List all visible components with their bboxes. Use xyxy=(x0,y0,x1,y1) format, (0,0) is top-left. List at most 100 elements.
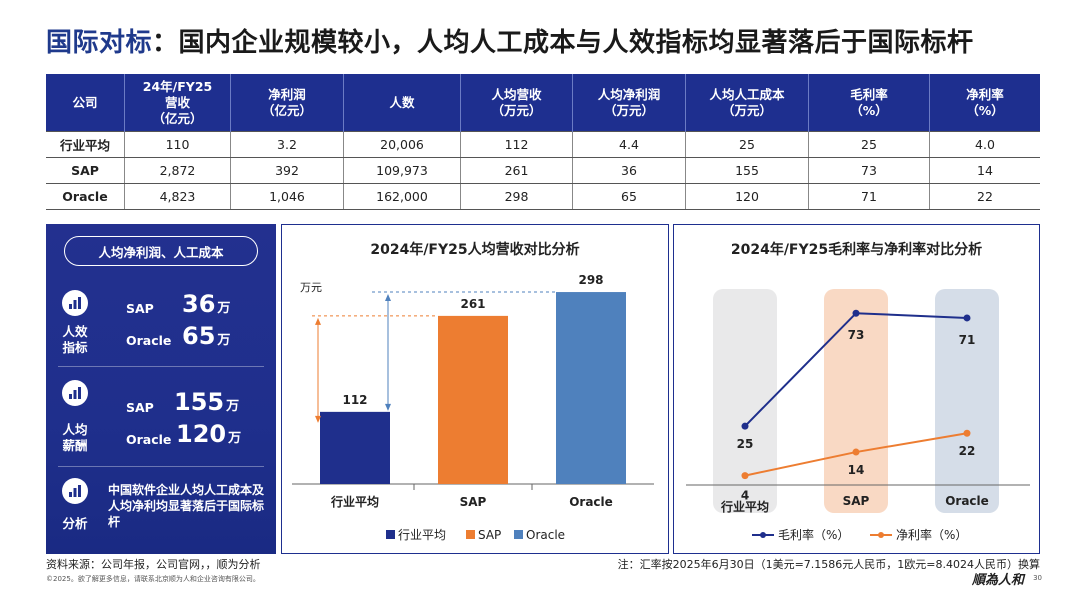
data-label: 4 xyxy=(741,489,749,503)
table-cell: 20,006 xyxy=(343,131,461,158)
data-point xyxy=(963,429,971,437)
company-logo: 順為人和 xyxy=(971,573,1024,588)
page-number: 30 xyxy=(1033,574,1042,582)
company-label: Oracle xyxy=(126,432,172,447)
row-label: 行业平均 xyxy=(46,131,125,158)
arrow-head xyxy=(385,403,391,411)
table-cell: 3.2 xyxy=(230,131,344,158)
table-cell: 65 xyxy=(572,183,686,210)
bar-chart-icon xyxy=(62,478,88,504)
divider xyxy=(58,466,264,467)
table-cell: 110 xyxy=(124,131,231,158)
header-cell: 人均营收 （万元） xyxy=(460,74,573,132)
section-label-analysis: 分析 xyxy=(62,516,88,531)
data-point xyxy=(963,314,971,322)
table-header-row: 公司 24年/FY25 营收 （亿元） 净利润 （亿元） 人数 人均营收 （万元） 人均… xyxy=(46,74,1040,132)
company-label: Oracle xyxy=(126,333,172,348)
header-cell: 人数 xyxy=(343,74,461,132)
legend-label: 毛利率（%） xyxy=(778,527,849,542)
bar-chart-icon xyxy=(62,380,88,406)
header-cell: 净利润 （亿元） xyxy=(230,74,344,132)
tick-label: 行业平均 xyxy=(330,494,379,509)
table-cell: 1,046 xyxy=(230,183,344,210)
data-label: 112 xyxy=(342,393,367,407)
margin-line-chart: 行业平均 SAP Oracle 25 73 71 4 14 22 毛利率（%） 净利率（%） xyxy=(686,289,1030,542)
fx-note: 注：汇率按2025年6月30日（1美元=7.1586元人民币，1欧元=8.402… xyxy=(617,558,1040,571)
title-highlight: 国际对标 xyxy=(46,28,153,58)
title-rest: ：国内企业规模较小，人均人工成本与人效指标均显著落后于国际标杆 xyxy=(152,28,974,58)
legend-swatch xyxy=(466,530,475,539)
left-summary-panel: 人均净利润、人工成本 人效 指标 SAP 36 万 Oracle 65 万 人均 薪酬 … xyxy=(46,224,276,554)
section-label-efficiency: 人效 指标 xyxy=(62,324,88,355)
table-row: 行业平均 110 3.2 20,006 112 4.4 25 25 4.0 xyxy=(46,131,1040,158)
bar xyxy=(438,315,508,484)
tick-label: SAP xyxy=(843,494,870,508)
table-cell: 25 xyxy=(685,131,809,158)
arrow-head xyxy=(315,317,321,325)
chart-title: 2024年/FY25人均营收对比分析 xyxy=(370,242,580,258)
table-cell: 2,872 xyxy=(124,157,231,184)
table-cell: 392 xyxy=(230,157,344,184)
divider xyxy=(58,366,264,367)
legend-label: Oracle xyxy=(526,528,565,542)
data-point xyxy=(852,448,860,456)
header-cell: 人均净利润 （万元） xyxy=(572,74,686,132)
tick-label: Oracle xyxy=(945,494,989,508)
bar-chart-icon xyxy=(62,290,88,316)
data-point xyxy=(741,472,749,480)
legend-swatch xyxy=(386,530,395,539)
table-cell: 71 xyxy=(808,183,930,210)
section-label-salary: 人均 薪酬 xyxy=(62,422,88,453)
summary-pill: 人均净利润、人工成本 xyxy=(64,236,258,266)
page-title: 国际对标：国内企业规模较小，人均人工成本与人效指标均显著落后于国际标杆 xyxy=(46,22,974,59)
header-cell: 毛利率 （%） xyxy=(808,74,930,132)
table-row: Oracle 4,823 1,046 162,000 298 65 120 71 22 xyxy=(46,183,1040,210)
category-band xyxy=(935,289,999,513)
table-cell: 162,000 xyxy=(343,183,461,210)
header-cell: 24年/FY25 营收 （亿元） xyxy=(124,74,231,132)
table-cell: 112 xyxy=(460,131,573,158)
company-label: SAP xyxy=(126,301,154,316)
bar xyxy=(556,292,626,484)
table-cell: 4.0 xyxy=(929,131,1040,158)
metric-value: 155 万 xyxy=(174,388,240,416)
table-cell: 22 xyxy=(929,183,1040,210)
legend-label: 净利率（%） xyxy=(896,527,967,542)
data-label: 73 xyxy=(848,328,865,342)
analysis-note: 中国软件企业人均人工成本及人均净利均显著落后于国际标杆 xyxy=(108,483,265,529)
legend-marker xyxy=(878,532,884,538)
data-label: 25 xyxy=(737,437,754,451)
legend-label: 行业平均 xyxy=(398,528,446,542)
legend-label: SAP xyxy=(478,528,501,542)
metric-value: 36 万 xyxy=(182,290,231,318)
margin-chart-panel: 2024年/FY25毛利率与净利率对比分析 行业平均 SAP Oracle 25 73 7… xyxy=(673,224,1040,554)
table-cell: 14 xyxy=(929,157,1040,184)
data-point xyxy=(852,309,860,317)
tick-label: SAP xyxy=(460,495,487,509)
tick-label: 行业平均 xyxy=(720,499,769,514)
table-cell: 155 xyxy=(685,157,809,184)
data-point xyxy=(741,422,749,430)
metric-value: 120 万 xyxy=(176,420,242,448)
tick-label: Oracle xyxy=(569,495,613,509)
category-band xyxy=(824,289,888,513)
category-band xyxy=(713,289,777,513)
data-label: 14 xyxy=(848,463,865,477)
metric-value: 65 万 xyxy=(182,322,231,350)
table-cell: 73 xyxy=(808,157,930,184)
company-label: SAP xyxy=(126,400,154,415)
data-label: 22 xyxy=(959,444,976,458)
table-cell: 298 xyxy=(460,183,573,210)
row-label: SAP xyxy=(46,157,125,184)
header-cell: 净利率 （%） xyxy=(929,74,1040,132)
copyright: ©2025。欲了解更多信息，请联系北京顺为人和企业咨询有限公司。 xyxy=(46,575,260,583)
data-label: 298 xyxy=(578,273,603,287)
bar xyxy=(320,411,390,484)
table-cell: 4.4 xyxy=(572,131,686,158)
row-label: Oracle xyxy=(46,183,125,210)
source-note: 资料来源：公司年报，公司官网，，顺为分析 xyxy=(46,558,261,571)
table-cell: 4,823 xyxy=(124,183,231,210)
table-cell: 25 xyxy=(808,131,930,158)
table-row: SAP 2,872 392 109,973 261 36 155 73 14 xyxy=(46,157,1040,184)
y-axis-unit: 万元 xyxy=(300,281,322,294)
